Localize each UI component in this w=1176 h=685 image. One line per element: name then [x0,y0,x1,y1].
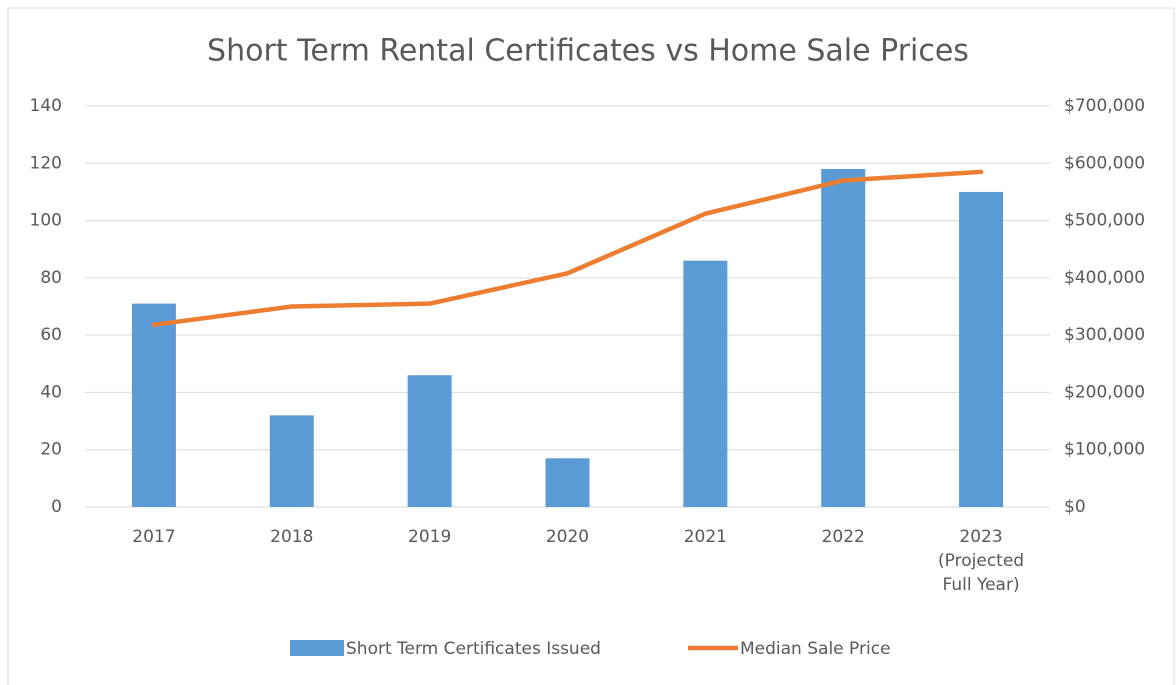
x-tick-label: 2019 [408,527,452,547]
y-tick-label: 60 [40,325,62,345]
x-tick-label: 2022 [821,527,865,547]
bar [269,415,314,507]
legend-label: Median Sale Price [740,639,891,659]
legend-swatch [290,640,344,656]
x-tick-label: 2023 (Projected Full Year) [938,527,1025,595]
y-tick-label: 40 [40,382,62,402]
y-tick-label: 120 [30,153,62,173]
x-tick-label: 2021 [683,527,727,547]
y2-tick-label: $0 [1064,497,1086,517]
chart-title: Short Term Rental Certificates vs Home S… [207,34,969,69]
line [151,169,984,328]
y-tick-label: 140 [30,96,62,116]
bar [407,375,452,507]
y2-tick-label: $100,000 [1064,440,1145,460]
bar [821,169,866,507]
y2-tick-label: $400,000 [1064,268,1145,288]
bar [959,191,1004,507]
bar [545,458,590,507]
y-tick-label: 20 [40,440,62,460]
y2-tick-label: $700,000 [1064,96,1145,116]
bar [131,303,176,507]
x-tick-label: 2020 [545,527,590,547]
y2-tick-label: $300,000 [1064,325,1145,345]
y-tick-label: 80 [40,268,62,288]
y-tick-label: 100 [30,211,62,231]
y2-tick-label: $600,000 [1064,153,1145,173]
x-tick-label: 2017 [132,527,176,547]
y-tick-label: 0 [51,497,62,517]
y2-tick-label: $500,000 [1064,211,1145,231]
x-tick-label: 2018 [270,527,314,547]
y2-tick-label: $200,000 [1064,382,1145,402]
bar [683,260,728,507]
legend-label: Short Term Certificates Issued [346,639,601,659]
